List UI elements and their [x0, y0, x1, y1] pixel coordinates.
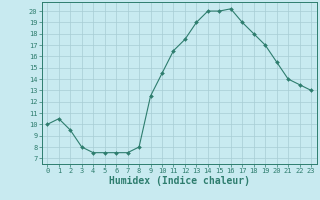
X-axis label: Humidex (Indice chaleur): Humidex (Indice chaleur): [109, 176, 250, 186]
